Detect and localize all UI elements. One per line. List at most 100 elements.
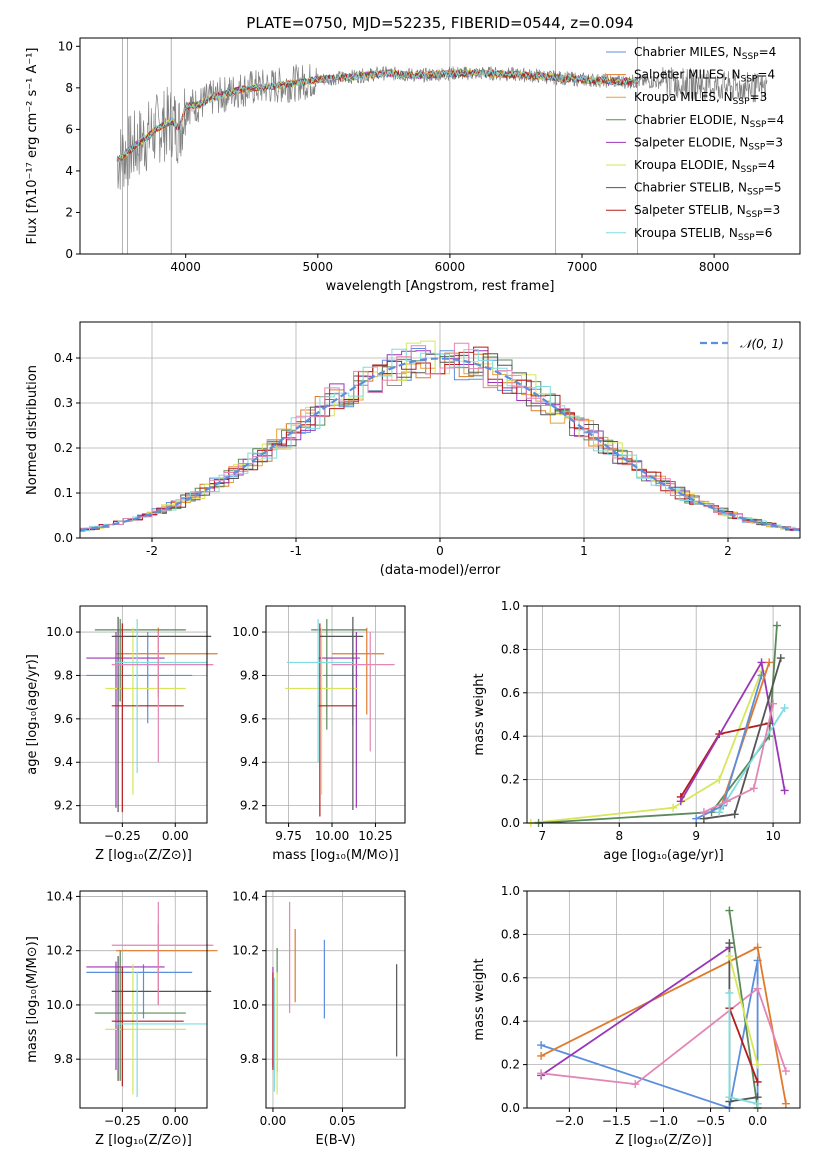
legend-label: Kroupa MILES, NSSP=3 [634,90,767,107]
x-tick-label: 8 [615,829,623,843]
plot-frame [79,890,208,1109]
x-tick-label: 8000 [699,260,730,274]
weight-point [722,797,731,806]
weight-point [781,1099,790,1108]
y-tick-label: 10.0 [232,998,259,1012]
x-tick-label: 7 [539,829,547,843]
x-tick-label: 10.25 [358,829,392,843]
x-tick-label: 0.00 [260,1114,287,1128]
residual-histogram [80,342,800,532]
x-tick-label: -2 [146,544,158,558]
weight-vs-age-axes: 7 8 9 10 0.0 0.2 0.4 0.6 0.8 1.0 age [log₁₀(age/yr… [472,599,801,863]
x-tick-label: −1.5 [602,1114,631,1128]
y-tick-label: 10.0 [46,998,73,1012]
x-tick-label: 0.0 [748,1114,767,1128]
y-axis-label: age [log₁₀(age/yr)] [25,654,40,775]
x-tick-label: 6000 [435,260,466,274]
y-tick-label: 0.4 [501,729,520,743]
chart-title: PLATE=0750, MJD=52235, FIBERID=0544, z=0… [246,14,633,32]
weight-point [772,621,781,630]
y-tick-label: 0.1 [54,486,73,500]
x-axis-label: Z [log₁₀(Z/Z⊙)] [615,1133,712,1148]
y-tick-label: 9.8 [240,668,259,682]
legend-label: Chabrier MILES, NSSP=4 [634,45,776,62]
x-tick-label: −0.25 [104,1114,141,1128]
weight-point [769,699,778,708]
weight-point [725,906,734,915]
residual-axes: -2 -1 0 1 2 0.0 0.1 0.2 0.3 0.4 (data-model)/error… [25,321,801,578]
weight-point [753,943,762,952]
legend-label: Chabrier STELIB, NSSP=5 [634,181,782,198]
y-tick-label: 9.6 [240,712,259,726]
y-tick-label: 9.6 [54,712,73,726]
y-tick-label: 0.8 [501,927,520,941]
weight-vs-metallicity-axes: −2.0 −1.5 −1.0 −0.5 0.0 0.0 0.2 0.4 0.6 0.8 1.0 Z [… [472,884,801,1148]
x-tick-label: 4000 [170,260,201,274]
x-axis-label: mass [log₁₀(M/M⊙)] [272,848,399,863]
weight-point [753,1077,762,1086]
y-tick-label: 10.4 [46,889,73,903]
weight-point [757,671,766,680]
plot-frame [526,890,801,1109]
y-axis-label: mass weight [472,958,487,1040]
y-tick-label: 0.4 [54,351,73,365]
y-axis-label: mass [log₁₀(M/M⊙)] [25,936,40,1063]
weight-point [765,658,774,667]
y-tick-label: 0.2 [501,773,520,787]
y-tick-label: 6 [65,122,73,136]
weight-point [692,814,701,823]
weight-point [537,1051,546,1060]
mass-vs-extinction-axes: 0.00 0.05 9.8 10.0 10.2 10.4 E(B-V) [232,889,406,1148]
y-tick-label: 0.4 [501,1014,520,1028]
weight-point [753,1060,762,1069]
x-tick-label: −0.5 [696,1114,725,1128]
legend-label: Kroupa ELODIE, NSSP=4 [634,158,775,175]
y-tick-label: 9.2 [54,799,73,813]
weight-point [676,797,685,806]
weight-point [725,939,734,948]
weight-point [730,810,739,819]
weight-point [781,1067,790,1076]
weight-point [780,786,789,795]
y-tick-label: 8 [65,81,73,95]
plot-frame [79,37,801,255]
y-tick-label: 2 [65,205,73,219]
y-tick-label: 0.6 [501,686,520,700]
y-tick-label: 0.0 [501,1101,520,1115]
residual-histogram [80,348,800,532]
legend-label: Chabrier ELODIE, NSSP=4 [634,113,784,130]
y-tick-label: 9.8 [54,1052,73,1066]
weight-point [753,984,762,993]
x-tick-label: 1 [580,544,588,558]
y-tick-label: 1.0 [501,599,520,613]
normal-curve [80,357,800,532]
y-axis-label: mass weight [472,673,487,755]
weight-series-line [530,670,763,824]
weight-series-line [540,946,730,1077]
x-tick-label: −2.0 [555,1114,584,1128]
legend-label: Kroupa STELIB, NSSP=6 [634,226,772,243]
residual-histograms [80,340,800,533]
legend-label: Salpeter ELODIE, NSSP=3 [634,135,783,152]
y-tick-label: 0 [65,247,73,261]
x-tick-label: 10 [765,829,780,843]
model-spectrum-line [118,68,638,162]
weight-point [725,1093,734,1102]
y-tick-label: 0.8 [501,642,520,656]
weight-point [699,808,708,817]
age-vs-mass-axes: 9.75 10.00 10.25 9.2 9.4 9.6 9.8 10.0 mass [log₁… [232,605,406,863]
x-tick-label: 5000 [303,260,334,274]
x-axis-label: wavelength [Angstrom, rest frame] [326,279,555,294]
weight-series-line [703,703,774,813]
x-axis-label: Z [log₁₀(Z/Z⊙)] [95,848,192,863]
x-tick-label: 9 [692,829,700,843]
residual-histogram [80,353,800,531]
y-tick-label: 10.4 [232,889,259,903]
x-tick-label: 0.00 [162,1114,189,1128]
y-axis-label: Normed distribution [25,365,40,495]
plot-frame [265,605,406,824]
weight-series-line [540,987,787,1086]
weight-series-line [540,960,759,1110]
x-tick-label: -1 [290,544,302,558]
